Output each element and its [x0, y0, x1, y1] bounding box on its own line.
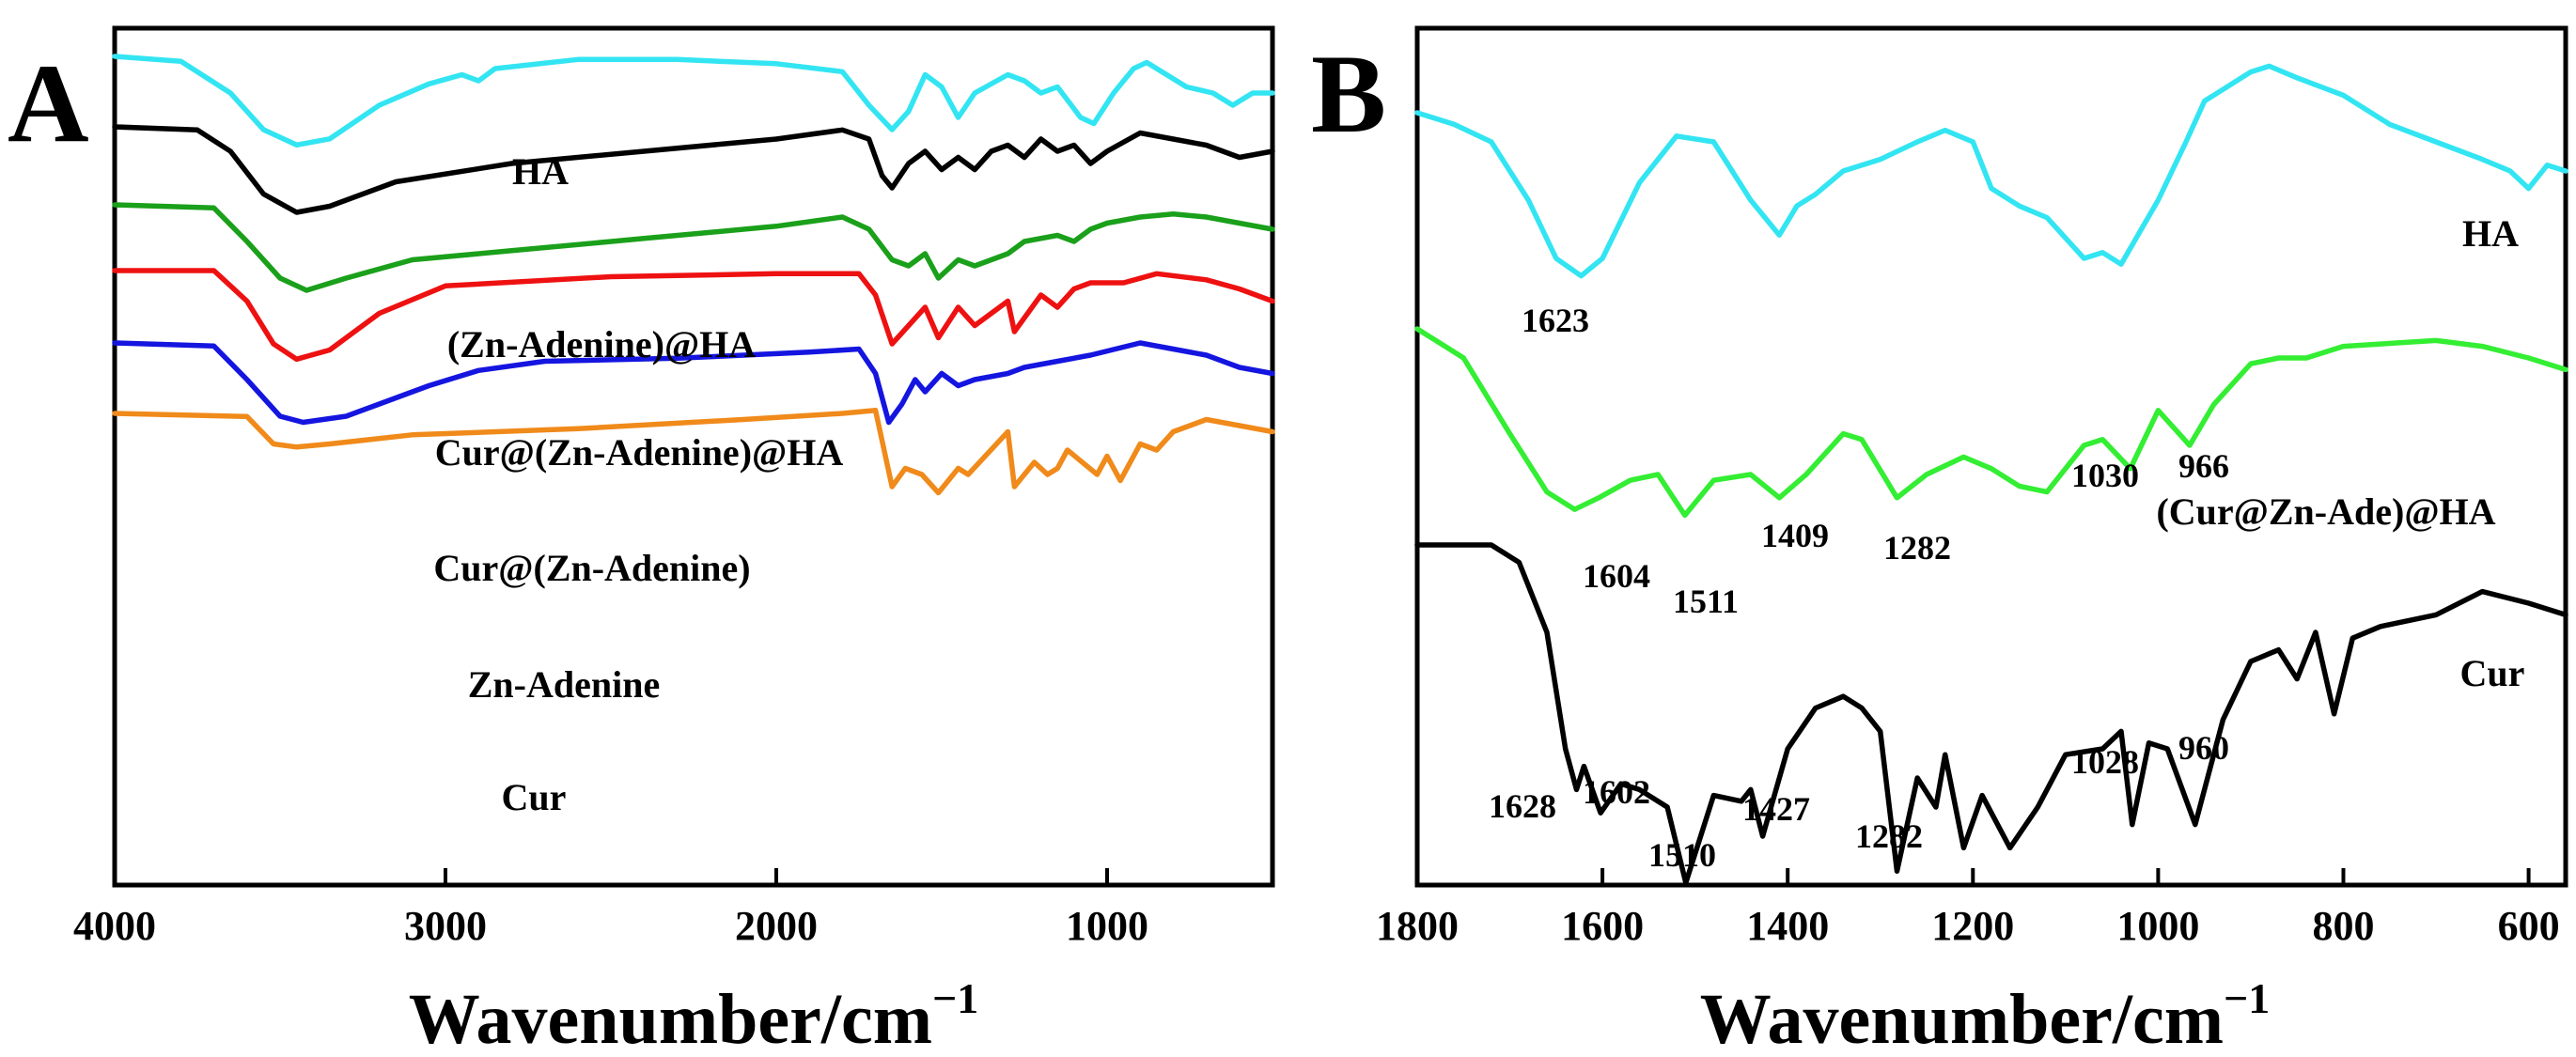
panel-b-x-tick-label-1400: 1400	[1746, 903, 1829, 949]
panel-a-label-cur-zn-adenine-ha: Cur@(Zn-Adenine)@HA	[435, 431, 844, 474]
panel-b-label-cur: Cur	[2460, 652, 2525, 694]
panel-a-label-zn-adenine: Zn-Adenine	[468, 663, 661, 706]
panel-a-trace-ha	[112, 54, 1275, 148]
panel-a-x-tick-label-2000: 2000	[735, 903, 818, 949]
panel-b-frame	[1414, 25, 2568, 888]
panel-b-label-cur-zn-ade-ha: (Cur@Zn-Ade)@HA	[2156, 490, 2495, 533]
panel-a-trace-zn-adenine	[112, 340, 1275, 426]
annotation-1511: 1511	[1673, 583, 1739, 620]
annotation-966: 966	[2178, 447, 2229, 485]
panel-b-label-ha: HA	[2462, 212, 2519, 255]
panel-b-x-tick-label-600: 600	[2498, 903, 2560, 949]
panel-a-label-cur: Cur	[502, 776, 567, 818]
panel-a-label-cur-zn-adenine: Cur@(Zn-Adenine)	[433, 547, 750, 589]
panel-a-x-tick-label-3000: 3000	[404, 903, 487, 949]
panel-b: B 1800 1600 1400 1200 1000 800 600 Wavenumber/…	[1311, 25, 2568, 1057]
panel-a-x-axis-label: Wavenumber/cm−1	[409, 974, 979, 1057]
panel-a-trace-cur-zn-adenine-ha	[112, 202, 1275, 293]
panel-b-trace-ha	[1414, 63, 2568, 279]
panel-a: A 4000 3000 2000 1000 Wavenumber/cm−1 HA (Z…	[8, 25, 1275, 1057]
panel-b-x-axis-label: Wavenumber/cm−1	[1700, 974, 2271, 1057]
panel-a-traces	[112, 54, 1275, 496]
panel-a-label-zn-adenine-ha: (Zn-Adenine)@HA	[447, 323, 756, 365]
panel-b-x-tick-label-800: 800	[2312, 903, 2374, 949]
annotation-1030: 1030	[2071, 457, 2139, 494]
annotation-960: 960	[2178, 729, 2229, 767]
annotation-1409: 1409	[1761, 517, 1829, 554]
annotation-1510: 1510	[1648, 836, 1716, 874]
panel-a-trace-cur-zn-adenine	[112, 268, 1275, 363]
annotation-ha-1623: 1623	[1522, 302, 1589, 339]
panel-a-x-tick-label-1000: 1000	[1066, 903, 1148, 949]
panel-a-trace-zn-adenine-ha	[112, 124, 1275, 215]
annotation-1628: 1628	[1489, 787, 1556, 825]
annotation-1604: 1604	[1583, 557, 1650, 595]
panel-a-x-tick-label-4000: 4000	[73, 903, 156, 949]
panel-a-trace-cur	[112, 408, 1275, 496]
annotation-1602: 1602	[1583, 773, 1650, 811]
panel-b-trace-cur-zn-ade-ha	[1414, 326, 2568, 519]
panel-b-x-tick-label-1000: 1000	[2116, 903, 2199, 949]
panel-b-traces	[1414, 63, 2568, 886]
panel-a-letter: A	[8, 40, 89, 165]
annotation-1427: 1427	[1742, 790, 1810, 828]
panel-b-x-tick-label-1800: 1800	[1376, 903, 1459, 949]
panel-a-x-ticks: 4000 3000 2000 1000	[73, 868, 1148, 949]
panel-b-x-tick-label-1600: 1600	[1561, 903, 1644, 949]
annotation-1028: 1028	[2071, 743, 2139, 781]
panel-a-label-ha: HA	[512, 150, 569, 193]
annotation-black-1282: 1282	[1855, 817, 1923, 855]
annotation-green-1282: 1282	[1883, 529, 1951, 567]
panel-b-x-ticks: 1800 1600 1400 1200 1000 800 600	[1376, 868, 2560, 949]
panel-a-frame	[112, 25, 1275, 888]
panel-b-x-tick-label-1200: 1200	[1931, 903, 2014, 949]
panel-b-letter: B	[1311, 31, 1386, 156]
panel-b-trace-cur	[1414, 542, 2568, 886]
